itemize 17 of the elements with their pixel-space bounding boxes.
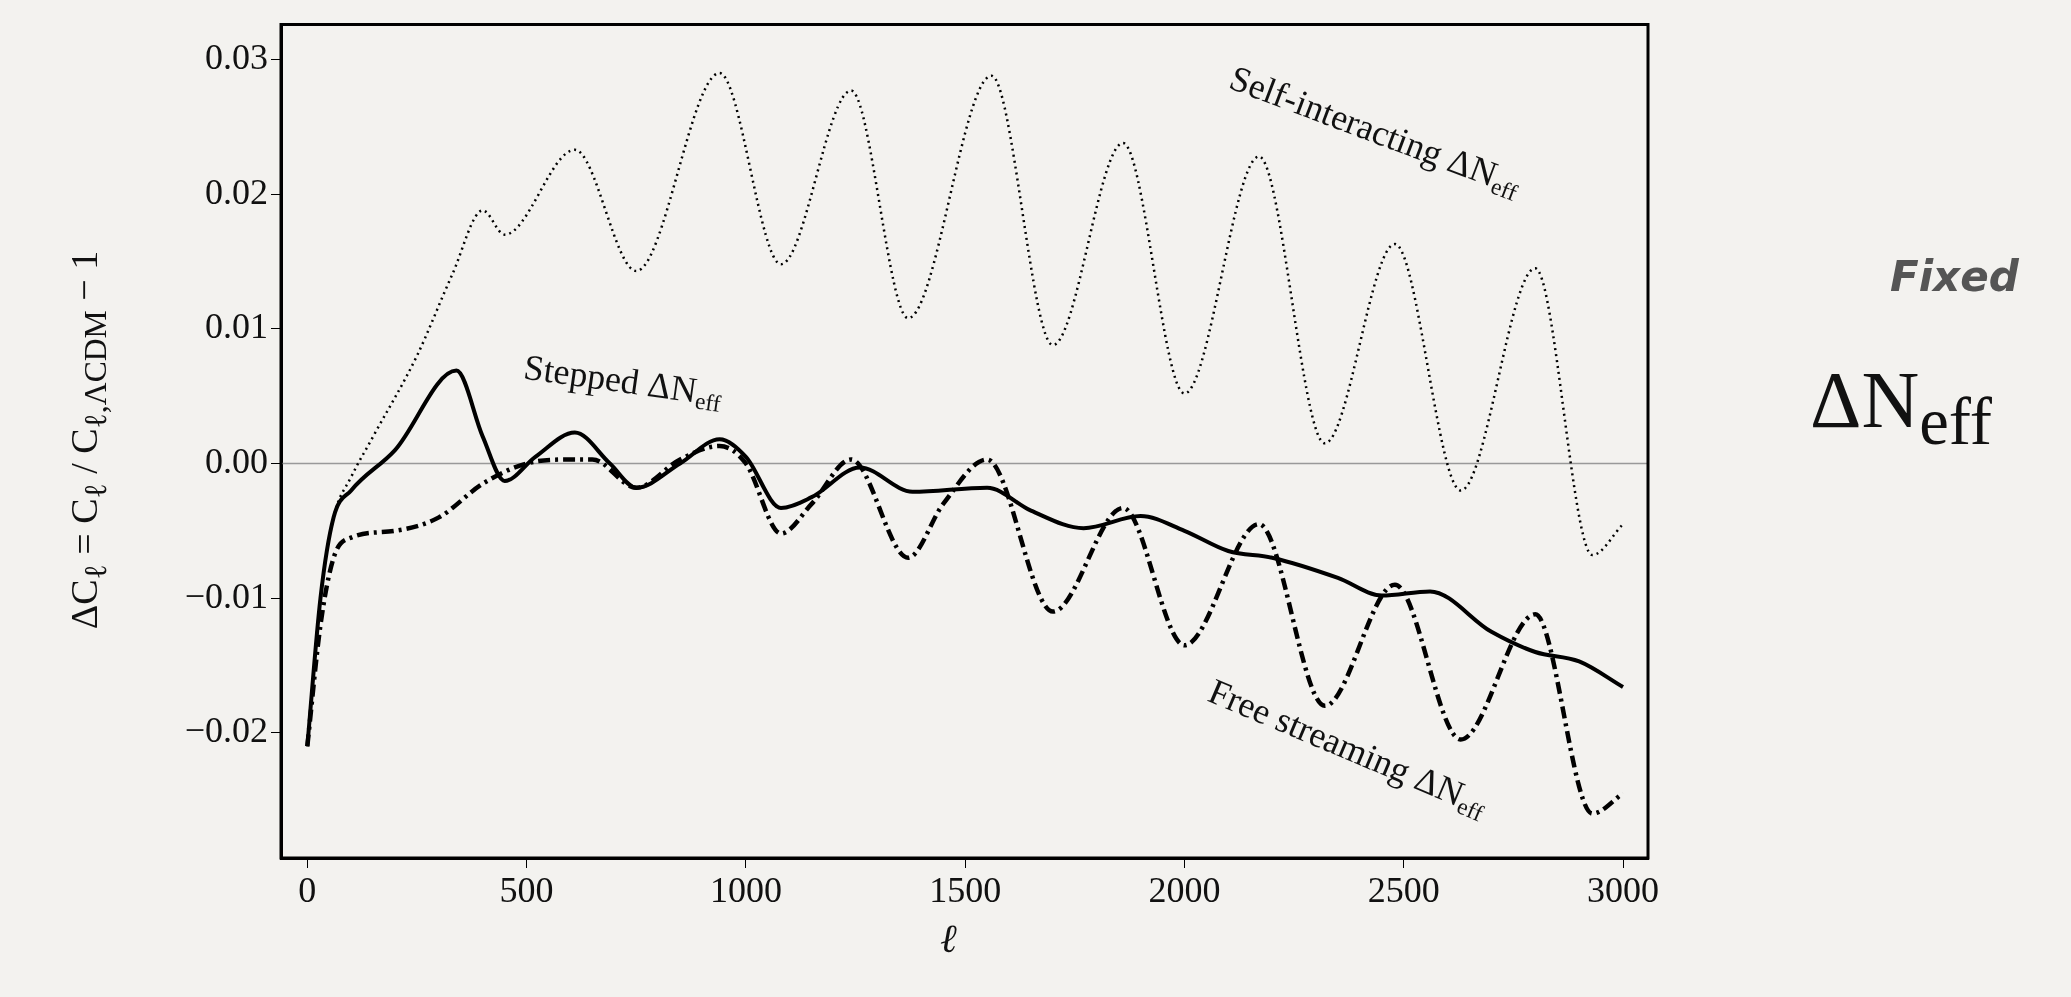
y-tick-label: 0.02 xyxy=(205,171,268,212)
text: Stepped ΔNeff xyxy=(521,346,723,417)
x-tick-label: 1000 xyxy=(709,870,782,911)
y-tick-label: 0.03 xyxy=(205,37,268,78)
x-tick-label: 3000 xyxy=(1587,870,1659,911)
y-tick-label: −0.01 xyxy=(184,575,268,616)
x-tick-label: 2500 xyxy=(1367,870,1440,911)
text: ΔN$_{eff}$ xyxy=(1810,355,1992,460)
x-tick-label: 2000 xyxy=(1148,870,1221,911)
x-tick-label: 500 xyxy=(499,870,554,911)
y-tick-label: 0.00 xyxy=(205,440,268,481)
x-axis-title: ℓ xyxy=(940,915,957,962)
y-tick-label: −0.02 xyxy=(184,710,268,751)
x-tick-label: 1500 xyxy=(929,870,1002,911)
x-tick-label: 0 xyxy=(298,870,317,911)
y-tick-label: 0.01 xyxy=(205,306,268,347)
text: Fixed xyxy=(1890,252,2019,301)
